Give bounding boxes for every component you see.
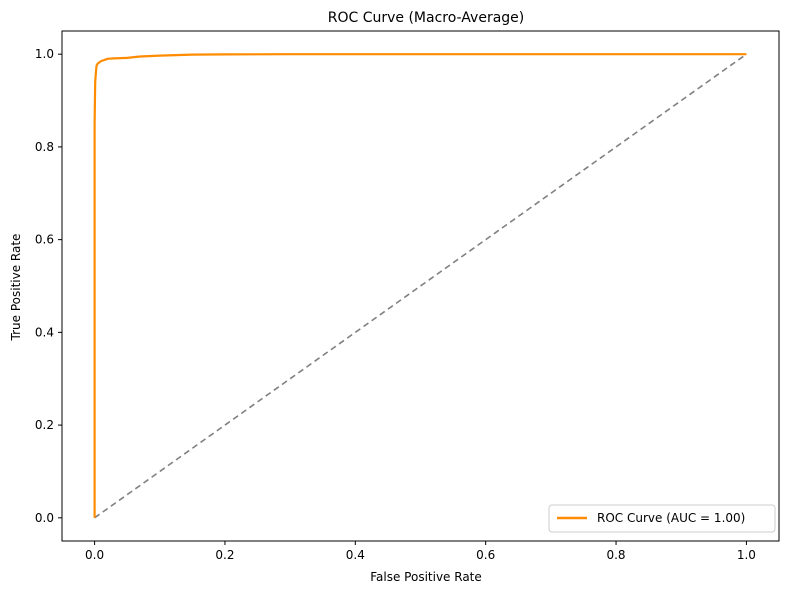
x-tick-label: 0.2 [215, 548, 234, 562]
y-axis-label: True Positive Rate [9, 234, 23, 342]
series-layer [93, 53, 747, 519]
chart-title: ROC Curve (Macro-Average) [328, 10, 525, 26]
y-tick-label: 0.0 [35, 511, 54, 525]
legend-label: ROC Curve (AUC = 1.00) [597, 511, 745, 525]
legend: ROC Curve (AUC = 1.00) [548, 504, 776, 533]
x-tick-label: 0.0 [85, 548, 104, 562]
x-tick-label: 0.4 [346, 548, 365, 562]
y-tick-label: 1.0 [35, 47, 54, 61]
y-axis: 0.0 0.2 0.4 0.6 0.8 1.0 [35, 47, 62, 525]
x-tick-label: 0.8 [606, 548, 625, 562]
y-tick-label: 0.6 [35, 233, 54, 247]
x-axis-label: False Positive Rate [370, 570, 482, 584]
legend-box [548, 504, 776, 533]
y-tick-label: 0.4 [35, 325, 54, 339]
x-axis: 0.0 0.2 0.4 0.6 0.8 1.0 [85, 541, 756, 562]
plot-border [61, 30, 780, 542]
y-tick-label: 0.2 [35, 418, 54, 432]
x-tick-label: 1.0 [737, 548, 756, 562]
chance-diagonal-line [94, 53, 747, 519]
roc-curve-line [93, 53, 747, 518]
y-tick-label: 0.8 [35, 140, 54, 154]
plot-area [61, 30, 780, 542]
x-tick-label: 0.6 [476, 548, 495, 562]
